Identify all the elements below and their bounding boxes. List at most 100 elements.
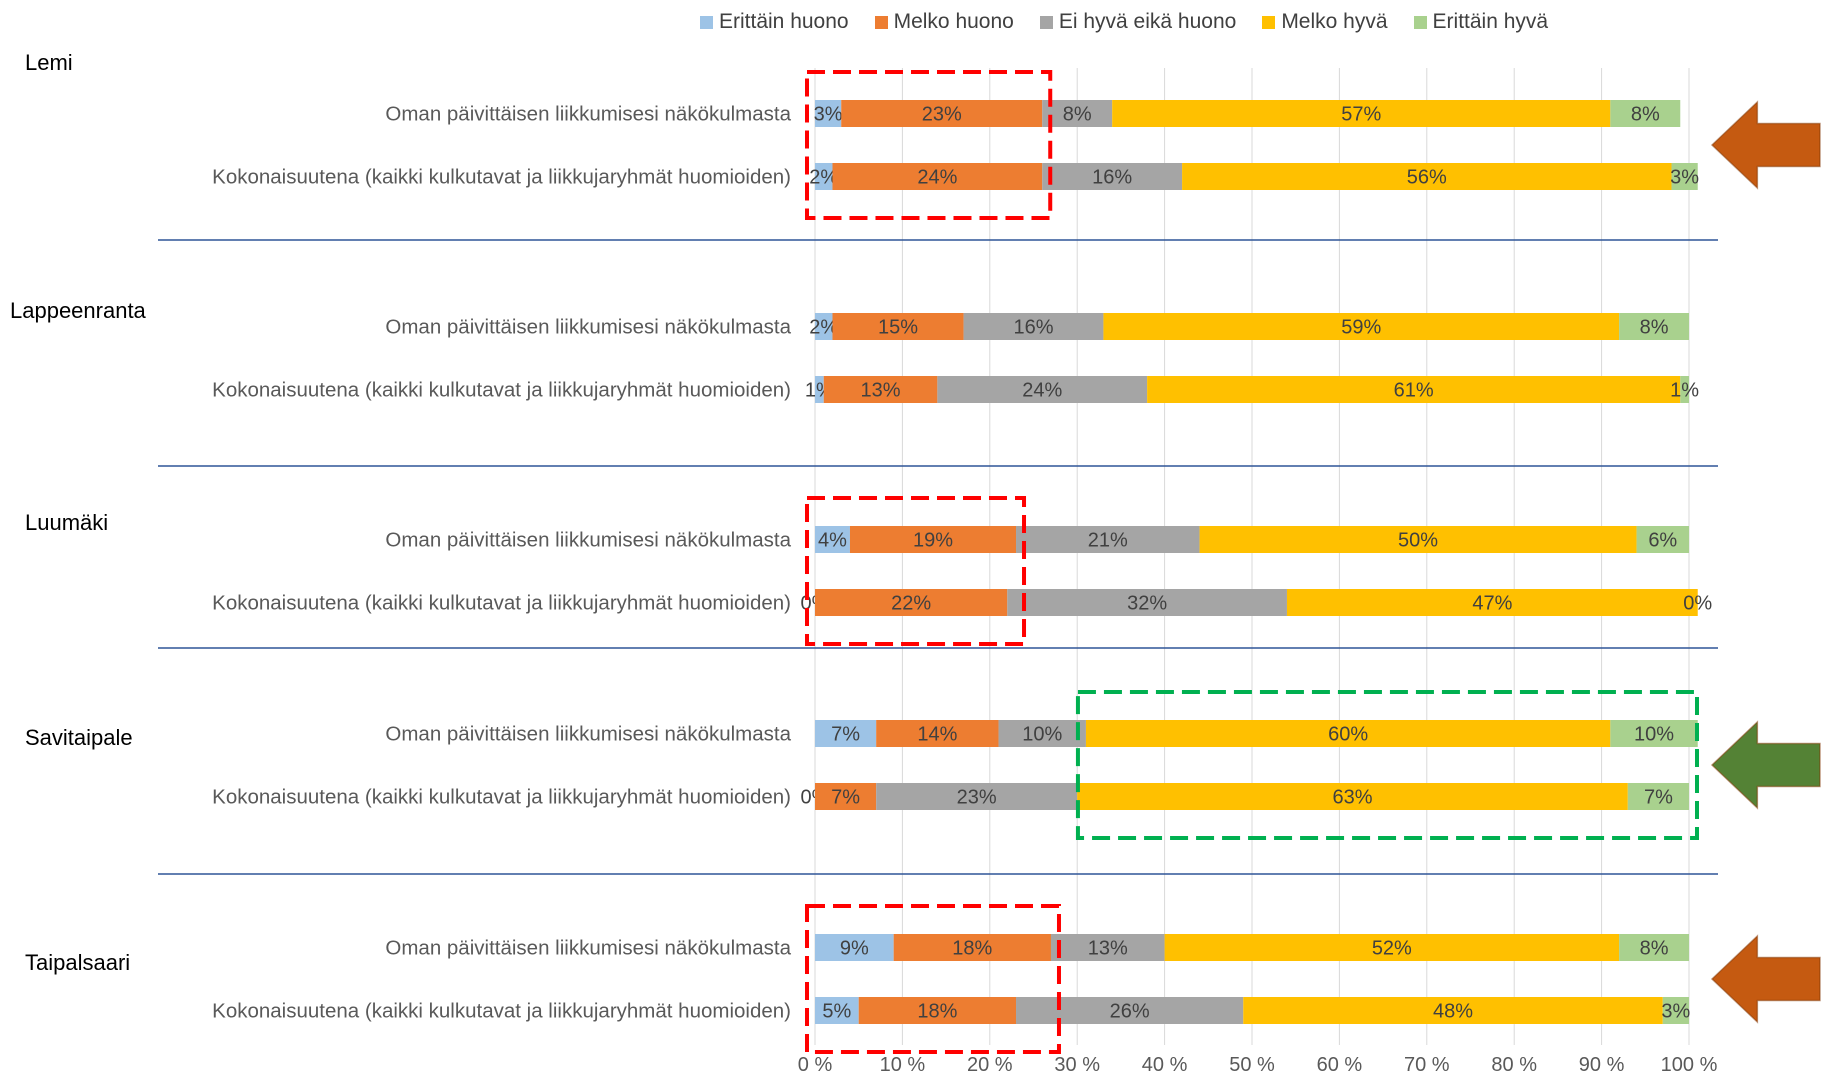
data-label: 21% xyxy=(1088,530,1128,552)
bar-segment xyxy=(832,163,1043,190)
data-label: 2% xyxy=(809,167,838,189)
bar-segment xyxy=(1042,100,1113,127)
bar-segment xyxy=(823,376,938,403)
data-label: 47% xyxy=(1472,593,1512,615)
bar-segment xyxy=(849,526,1017,553)
x-tick-label: 0 % xyxy=(798,1054,833,1076)
orange-arrow-icon xyxy=(1710,100,1821,190)
data-label: 6% xyxy=(1648,530,1677,552)
bar-segment xyxy=(1619,934,1689,961)
data-label: 23% xyxy=(957,787,997,809)
orange-arrow-icon xyxy=(1710,934,1821,1024)
data-label: 52% xyxy=(1372,938,1412,960)
bar-segment xyxy=(893,934,1051,961)
x-tick-label: 100 % xyxy=(1661,1054,1718,1076)
row-label: Oman päivittäisen liikkumisesi näkökulma… xyxy=(385,103,791,126)
data-label: 56% xyxy=(1407,167,1447,189)
data-label: 48% xyxy=(1433,1001,1473,1023)
bar-segment xyxy=(963,313,1104,340)
legend-swatch xyxy=(1039,15,1053,29)
x-tick-label: 30 % xyxy=(1054,1054,1100,1076)
data-label: 0% xyxy=(1683,593,1712,615)
legend-label: Melko huono xyxy=(893,10,1014,33)
legend-swatch xyxy=(874,15,888,29)
bar-segment xyxy=(876,720,999,747)
row-label: Oman päivittäisen liikkumisesi näkökulma… xyxy=(385,723,791,746)
legend-item-melko-huono: Melko huono xyxy=(874,10,1014,34)
data-label: 8% xyxy=(1640,317,1669,339)
bar-segment xyxy=(815,313,833,340)
legend-label: Erittäin hyvä xyxy=(1432,10,1549,33)
group-name: Luumäki xyxy=(25,510,108,535)
legend-label: Ei hyvä eikä huono xyxy=(1058,10,1237,33)
data-label: 57% xyxy=(1341,104,1381,126)
data-label: 22% xyxy=(891,593,931,615)
bar-segment xyxy=(876,783,1078,810)
data-label: 63% xyxy=(1332,787,1372,809)
row-label: Kokonaisuutena (kaikki kulkutavat ja lii… xyxy=(212,786,791,809)
bar-segment xyxy=(1636,526,1689,553)
data-label: 5% xyxy=(822,1001,851,1023)
row-label: Oman päivittäisen liikkumisesi näkökulma… xyxy=(385,937,791,960)
bar-segment xyxy=(815,783,877,810)
data-label: 18% xyxy=(917,1001,957,1023)
bar-segment xyxy=(1199,526,1637,553)
bar-segment xyxy=(815,589,1008,616)
bar-segment xyxy=(1610,100,1681,127)
x-tick-label: 70 % xyxy=(1404,1054,1450,1076)
row-label: Kokonaisuutena (kaikki kulkutavat ja lii… xyxy=(212,592,791,615)
bar-segment xyxy=(937,376,1148,403)
x-tick-label: 20 % xyxy=(967,1054,1013,1076)
bar-segment xyxy=(815,100,842,127)
legend-label: Erittäin huono xyxy=(719,10,849,33)
data-label: 50% xyxy=(1398,530,1438,552)
bar-segment xyxy=(1103,313,1620,340)
x-tick-label: 90 % xyxy=(1579,1054,1625,1076)
data-label: 18% xyxy=(952,938,992,960)
data-label: 7% xyxy=(831,724,860,746)
bar-segment xyxy=(832,313,964,340)
row-label: Oman päivittäisen liikkumisesi näkökulma… xyxy=(385,529,791,552)
bar-segment xyxy=(815,720,877,747)
bar-segment xyxy=(1286,589,1698,616)
legend-swatch xyxy=(1413,15,1427,29)
green-arrow-icon xyxy=(1710,720,1821,810)
x-tick-label: 60 % xyxy=(1317,1054,1363,1076)
data-label: 8% xyxy=(1063,104,1092,126)
data-label: 1% xyxy=(1670,380,1699,402)
bar-segment xyxy=(815,934,894,961)
highlight-box xyxy=(1075,690,1699,840)
data-label: 26% xyxy=(1110,1001,1150,1023)
legend-swatch xyxy=(700,15,713,29)
bar-segment xyxy=(1662,997,1689,1024)
highlight-box xyxy=(805,904,1061,1054)
x-tick-label: 40 % xyxy=(1142,1054,1188,1076)
data-label: 19% xyxy=(913,530,953,552)
bar-segment xyxy=(1016,526,1200,553)
bar-segment xyxy=(1147,376,1681,403)
x-tick-label: 80 % xyxy=(1491,1054,1537,1076)
bar-segment xyxy=(1182,163,1672,190)
legend-item-melko-hyva: Melko hyvä xyxy=(1262,10,1388,34)
group-name: Lappeenranta xyxy=(10,298,147,323)
x-tick-label: 50 % xyxy=(1229,1054,1275,1076)
data-label: 9% xyxy=(840,938,869,960)
group-name: Taipalsaari xyxy=(25,950,130,975)
data-label: 16% xyxy=(1013,317,1053,339)
group-name: Savitaipale xyxy=(25,725,133,750)
data-label: 10% xyxy=(1634,724,1674,746)
legend-item-erittain-hyva: Erittäin hyvä xyxy=(1413,10,1549,34)
bar-segment xyxy=(858,997,1017,1024)
highlight-box xyxy=(805,496,1027,646)
data-label: 61% xyxy=(1394,380,1434,402)
x-tick-label: 10 % xyxy=(880,1054,926,1076)
row-label: Kokonaisuutena (kaikki kulkutavat ja lii… xyxy=(212,166,791,189)
legend-swatch xyxy=(1262,15,1276,29)
data-label: 15% xyxy=(878,317,918,339)
data-label: 14% xyxy=(917,724,957,746)
bar-segment xyxy=(1610,720,1698,747)
bar-segment xyxy=(1042,163,1183,190)
legend: Erittäin huono Melko huono Ei hyvä eikä … xyxy=(700,8,1548,36)
bar-segment xyxy=(1007,589,1287,616)
legend-item-erittain-huono: Erittäin huono xyxy=(700,10,849,34)
